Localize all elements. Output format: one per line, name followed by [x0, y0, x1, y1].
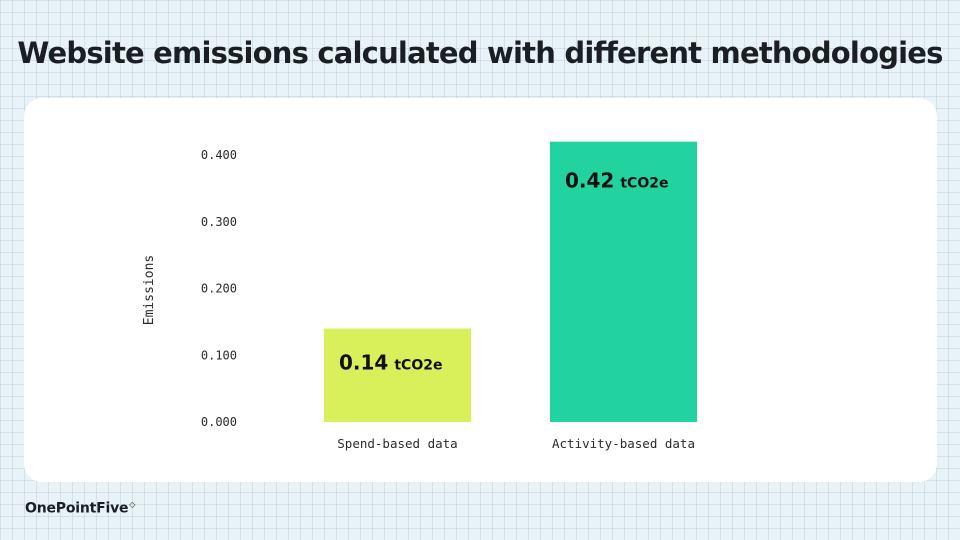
y-axis-title: Emissions	[142, 255, 157, 325]
bar-activity-based	[550, 141, 697, 422]
brand-name: OnePointFive	[25, 500, 129, 517]
data-label-unit: tCO2e	[394, 358, 442, 374]
x-category-label: Activity-based data	[552, 436, 695, 451]
bars: 0.14 tCO2e Spend-based data 0.42 tCO2e Activi…	[324, 141, 697, 451]
data-label-spend-based: 0.14 tCO2e	[339, 351, 442, 375]
page-title: Website emissions calculated with differ…	[17, 36, 943, 70]
data-label-value: 0.14	[339, 351, 388, 375]
chart-card: 0.000 0.100 0.200 0.300 0.400 Emissions 0.14…	[24, 98, 937, 482]
brand-mark-icon: ◇	[129, 500, 136, 509]
y-tick-label: 0.100	[201, 348, 237, 362]
brand-logo: OnePointFive◇	[25, 500, 135, 517]
x-category-label: Spend-based data	[337, 436, 457, 451]
y-tick-label: 0.300	[201, 215, 237, 229]
bar-spend-based	[324, 328, 471, 422]
y-axis-ticks: 0.000 0.100 0.200 0.300 0.400	[201, 148, 237, 429]
data-label-unit: tCO2e	[620, 176, 668, 192]
y-tick-label: 0.400	[201, 148, 237, 162]
y-tick-label: 0.000	[201, 415, 237, 429]
data-label-value: 0.42	[565, 169, 614, 193]
data-label-activity-based: 0.42 tCO2e	[565, 169, 668, 193]
emissions-bar-chart: 0.000 0.100 0.200 0.300 0.400 Emissions 0.14…	[142, 141, 697, 451]
y-tick-label: 0.200	[201, 282, 237, 296]
